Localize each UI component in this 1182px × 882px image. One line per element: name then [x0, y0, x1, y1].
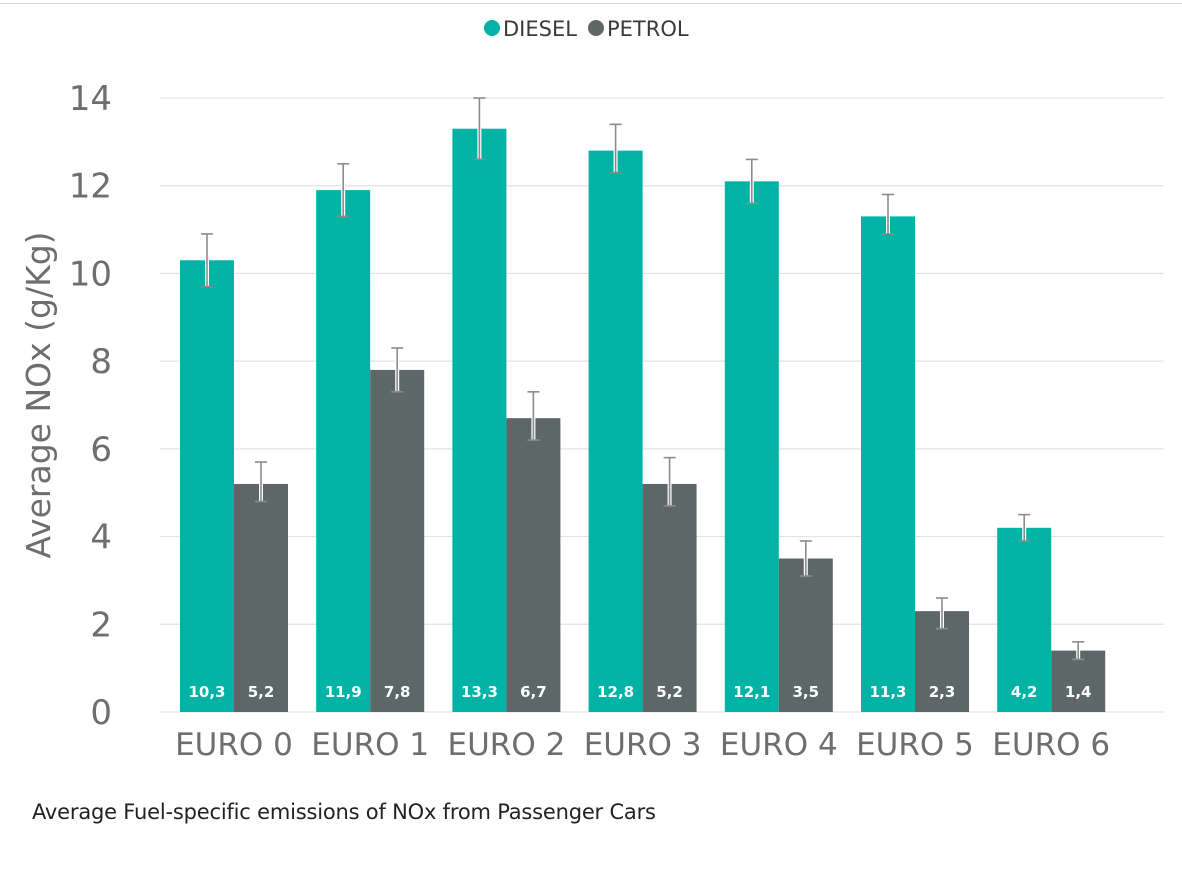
data-label: 1,4	[1065, 683, 1092, 701]
bar-diesel-euro2	[452, 128, 507, 712]
bar-petrol-euro3	[642, 483, 697, 712]
y-axis-ticks: 0 2 4 6 8 10 12 14	[69, 79, 112, 733]
error-bar	[745, 158, 758, 205]
error-bar	[799, 540, 812, 577]
error-bar	[882, 193, 894, 235]
error-bars	[201, 97, 1085, 661]
x-tick-label: EURO 3	[584, 727, 702, 763]
x-tick-label: EURO 2	[448, 727, 566, 763]
bar-petrol-euro4	[778, 558, 833, 712]
x-tick-label: EURO 4	[720, 727, 838, 763]
data-label: 12,1	[733, 683, 770, 701]
data-label: 3,5	[793, 683, 820, 701]
data-label: 12,8	[597, 683, 634, 701]
y-tick-label: 0	[90, 693, 112, 733]
error-bar	[609, 123, 622, 174]
bar-diesel-euro3	[588, 150, 643, 713]
x-tick-label: EURO 1	[311, 727, 429, 763]
y-axis-label: Average NOx (g/Kg)	[19, 231, 58, 558]
error-bar	[527, 391, 540, 441]
data-label: 11,9	[325, 683, 362, 701]
y-tick-label: 12	[69, 167, 112, 207]
data-label: 4,2	[1011, 683, 1038, 701]
bar-diesel-euro6	[997, 527, 1052, 712]
bar-petrol-euro6	[1051, 650, 1106, 712]
error-bar	[255, 461, 267, 503]
x-tick-label: EURO 0	[175, 727, 293, 763]
data-label: 10,3	[188, 683, 225, 701]
data-label: 7,8	[384, 683, 411, 701]
bar-chart: DIESEL PETROL 0 2 4 6 8 10 12 14 Average NOx (g/…	[19, 17, 1164, 763]
bar-petrol-euro1	[370, 369, 425, 712]
data-label: 5,2	[656, 683, 683, 701]
data-label: 11,3	[869, 683, 906, 701]
legend-marker-petrol	[588, 20, 604, 36]
x-tick-label: EURO 6	[992, 727, 1110, 763]
data-label: 13,3	[461, 683, 498, 701]
x-axis-ticks: EURO 0 EURO 1 EURO 2 EURO 3 EURO 4 EURO 5 EURO…	[175, 727, 1110, 763]
legend-marker-diesel	[484, 20, 500, 36]
error-bar	[337, 162, 350, 218]
y-tick-label: 10	[69, 254, 112, 294]
legend-label-petrol: PETROL	[607, 17, 689, 41]
data-label: 6,7	[520, 683, 547, 701]
error-bar	[1072, 641, 1085, 661]
data-label: 5,2	[248, 683, 275, 701]
bar-diesel-euro1	[316, 190, 371, 713]
y-tick-label: 8	[90, 342, 112, 382]
error-bar	[391, 347, 404, 393]
error-bar	[1018, 513, 1031, 542]
bar-petrol-euro2	[506, 418, 561, 712]
error-bar	[663, 456, 676, 507]
bar-petrol-euro0	[234, 483, 288, 712]
y-tick-label: 14	[69, 79, 112, 119]
bars	[180, 128, 1106, 713]
bar-diesel-euro5	[861, 216, 915, 712]
figure-caption: Average Fuel-specific emissions of NOx f…	[32, 800, 656, 824]
top-divider	[0, 3, 1182, 4]
legend: DIESEL PETROL	[484, 17, 689, 41]
error-bar	[201, 233, 213, 288]
legend-label-diesel: DIESEL	[503, 17, 577, 41]
y-tick-label: 2	[90, 605, 112, 645]
x-tick-label: EURO 5	[856, 727, 974, 763]
bar-diesel-euro0	[180, 260, 234, 712]
y-tick-label: 4	[90, 518, 112, 558]
data-labels: 10,3 5,2 11,9 7,8 13,3 6,7 12,8 5,2 12,1 3,5 11,3 2…	[188, 683, 1091, 701]
error-bar	[936, 597, 948, 630]
error-bar	[473, 97, 486, 161]
data-label: 2,3	[929, 683, 956, 701]
y-tick-label: 6	[90, 430, 112, 470]
bar-diesel-euro4	[724, 181, 779, 713]
